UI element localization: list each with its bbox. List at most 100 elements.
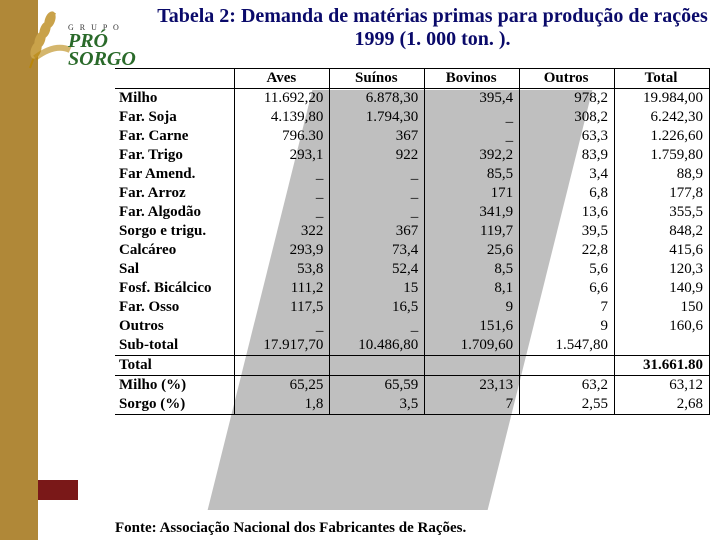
table-cell: 5,6 xyxy=(520,260,615,279)
row-label: Fosf. Bicálcico xyxy=(115,279,235,298)
table-cell: 848,2 xyxy=(615,222,710,241)
table-header-row: AvesSuínosBovinosOutrosTotal xyxy=(115,69,710,89)
row-label: Total xyxy=(115,356,235,376)
left-sidebar xyxy=(0,0,38,540)
table-cell: 6.878,30 xyxy=(330,89,425,109)
table-cell: 120,3 xyxy=(615,260,710,279)
table-cell: 11.692,20 xyxy=(235,89,330,109)
row-label: Outros xyxy=(115,317,235,336)
table-row: Calcáreo293,973,425,622,8415,6 xyxy=(115,241,710,260)
table-cell: 63,12 xyxy=(615,376,710,396)
row-label: Far. Trigo xyxy=(115,146,235,165)
row-label: Milho (%) xyxy=(115,376,235,396)
table-row: Sal53,852,48,55,6120,3 xyxy=(115,260,710,279)
table-cell: _ xyxy=(425,127,520,146)
row-label: Far. Carne xyxy=(115,127,235,146)
table-cell: 308,2 xyxy=(520,108,615,127)
table-cell: 119,7 xyxy=(425,222,520,241)
table-row: Sorgo (%)1,83,572,552,68 xyxy=(115,395,710,415)
table-cell: 63,2 xyxy=(520,376,615,396)
table-cell: 1.794,30 xyxy=(330,108,425,127)
row-label: Far Amend. xyxy=(115,165,235,184)
table-cell: 85,5 xyxy=(425,165,520,184)
table-cell: 8,1 xyxy=(425,279,520,298)
table-cell: 160,6 xyxy=(615,317,710,336)
table-row: Outros__151,69160,6 xyxy=(115,317,710,336)
table-cell: 39,5 xyxy=(520,222,615,241)
table-body: Milho11.692,206.878,30395,4978,219.984,0… xyxy=(115,89,710,415)
table-row: Far. Arroz__1716,8177,8 xyxy=(115,184,710,203)
table-cell: 19.984,00 xyxy=(615,89,710,109)
table-cell: 7 xyxy=(425,395,520,415)
table-cell: 17.917,70 xyxy=(235,336,330,356)
table-cell: 111,2 xyxy=(235,279,330,298)
table-cell: 3,5 xyxy=(330,395,425,415)
table-cell: 1.547,80 xyxy=(520,336,615,356)
table-cell: 4.139,80 xyxy=(235,108,330,127)
row-label: Far. Algodão xyxy=(115,203,235,222)
table-row: Far. Trigo293,1922392,283,91.759,80 xyxy=(115,146,710,165)
table-cell: _ xyxy=(330,317,425,336)
data-table-container: AvesSuínosBovinosOutrosTotal Milho11.692… xyxy=(115,68,710,415)
table-row: Fosf. Bicálcico111,2158,16,6140,9 xyxy=(115,279,710,298)
table-cell: 53,8 xyxy=(235,260,330,279)
table-cell: 395,4 xyxy=(425,89,520,109)
table-row: Total 31.661.80 xyxy=(115,356,710,376)
table-row: Milho (%)65,2565,5923,1363,263,12 xyxy=(115,376,710,396)
table-cell: 73,4 xyxy=(330,241,425,260)
wheat-icon xyxy=(20,8,75,73)
logo-text-sorgo: SORGO xyxy=(68,50,136,68)
table-row: Far. Carne796.30367_63,31.226,60 xyxy=(115,127,710,146)
table-cell: 1.759,80 xyxy=(615,146,710,165)
table-cell: 140,9 xyxy=(615,279,710,298)
data-table: AvesSuínosBovinosOutrosTotal Milho11.692… xyxy=(115,68,710,415)
table-header-cell: Outros xyxy=(520,69,615,89)
table-row: Far Amend.__85,53,488,9 xyxy=(115,165,710,184)
table-cell: 65,25 xyxy=(235,376,330,396)
page-title: Tabela 2: Demanda de matérias primas par… xyxy=(155,5,710,51)
row-label: Sorgo e trigu. xyxy=(115,222,235,241)
table-cell: 7 xyxy=(520,298,615,317)
table-cell: 117,5 xyxy=(235,298,330,317)
table-row: Far. Osso117,516,597150 xyxy=(115,298,710,317)
table-cell: 31.661.80 xyxy=(615,356,710,376)
table-cell: _ xyxy=(330,165,425,184)
row-label: Far. Osso xyxy=(115,298,235,317)
table-cell: 171 xyxy=(425,184,520,203)
table-cell: _ xyxy=(330,203,425,222)
table-cell: 6,6 xyxy=(520,279,615,298)
table-cell: 1.226,60 xyxy=(615,127,710,146)
table-cell: 1.709,60 xyxy=(425,336,520,356)
table-row: Sorgo e trigu.322367119,739,5848,2 xyxy=(115,222,710,241)
table-cell: 150 xyxy=(615,298,710,317)
table-cell: 88,9 xyxy=(615,165,710,184)
table-header-cell: Total xyxy=(615,69,710,89)
table-cell: 8,5 xyxy=(425,260,520,279)
table-cell: 52,4 xyxy=(330,260,425,279)
table-cell: 367 xyxy=(330,222,425,241)
table-cell: 6,8 xyxy=(520,184,615,203)
table-cell: 15 xyxy=(330,279,425,298)
table-cell: 3,4 xyxy=(520,165,615,184)
table-cell: 151,6 xyxy=(425,317,520,336)
table-cell xyxy=(615,336,710,356)
table-cell: 13,6 xyxy=(520,203,615,222)
table-cell: 293,9 xyxy=(235,241,330,260)
table-row: Far. Soja4.139,801.794,30_308,26.242,30 xyxy=(115,108,710,127)
row-label: Sal xyxy=(115,260,235,279)
row-label: Milho xyxy=(115,89,235,109)
table-cell: _ xyxy=(330,184,425,203)
table-cell: 177,8 xyxy=(615,184,710,203)
table-cell xyxy=(235,356,330,376)
table-cell: 6.242,30 xyxy=(615,108,710,127)
row-label: Sub-total xyxy=(115,336,235,356)
table-cell: _ xyxy=(425,108,520,127)
table-cell: 9 xyxy=(520,317,615,336)
table-cell xyxy=(330,356,425,376)
table-header-cell: Bovinos xyxy=(425,69,520,89)
left-accent-block xyxy=(38,480,78,500)
table-cell: 415,6 xyxy=(615,241,710,260)
table-cell: 9 xyxy=(425,298,520,317)
table-cell: 16,5 xyxy=(330,298,425,317)
table-cell: 2,55 xyxy=(520,395,615,415)
